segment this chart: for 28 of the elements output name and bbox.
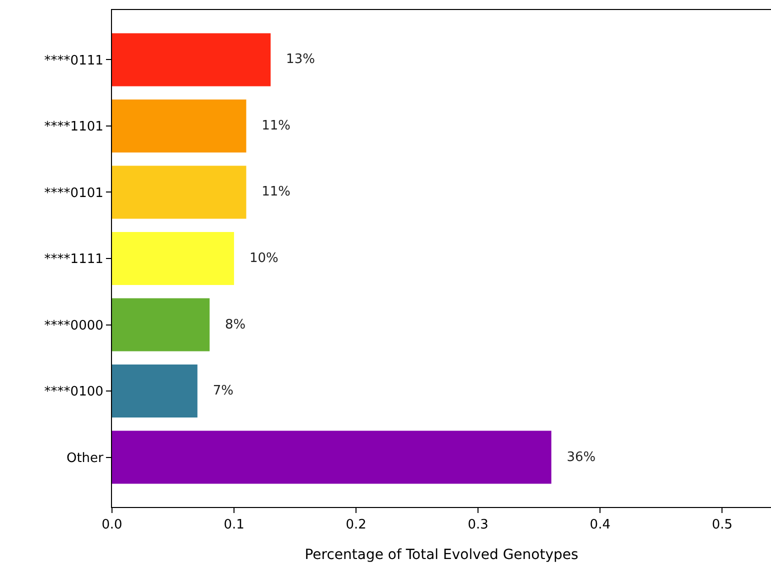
data-label: 10%: [237, 251, 278, 266]
data-label: 8%: [212, 317, 246, 332]
bar: [112, 232, 234, 286]
data-label: 36%: [554, 450, 596, 465]
y-tick-label: ****0000: [44, 318, 104, 334]
data-label: 13%: [274, 52, 315, 68]
x-tick-label: 0.4: [590, 518, 610, 533]
y-tick-label: ****1111: [44, 252, 104, 268]
x-tick-label: 0.5: [712, 518, 733, 533]
bar: [112, 430, 552, 484]
x-tick-label: 0.0: [102, 518, 122, 533]
data-label: 7%: [200, 384, 234, 399]
x-tick-label: 0.1: [224, 518, 244, 533]
y-tick-label: ****1101: [44, 120, 104, 135]
bar: [112, 33, 271, 86]
y-tick-label: ****0101: [44, 186, 104, 201]
y-tick-label: Other: [66, 450, 104, 466]
x-tick-label: 0.3: [468, 518, 488, 533]
bar: [112, 99, 246, 152]
bar: [112, 364, 198, 418]
y-tick-label: ****0100: [44, 384, 104, 400]
bar: [112, 298, 210, 352]
bar: [112, 166, 246, 219]
x-axis-title: Percentage of Total Evolved Genotypes: [304, 547, 578, 563]
data-label: 11%: [249, 184, 291, 200]
x-tick-label: 0.2: [346, 518, 366, 533]
y-tick-label: ****0111: [44, 53, 104, 68]
data-label: 11%: [249, 118, 291, 134]
